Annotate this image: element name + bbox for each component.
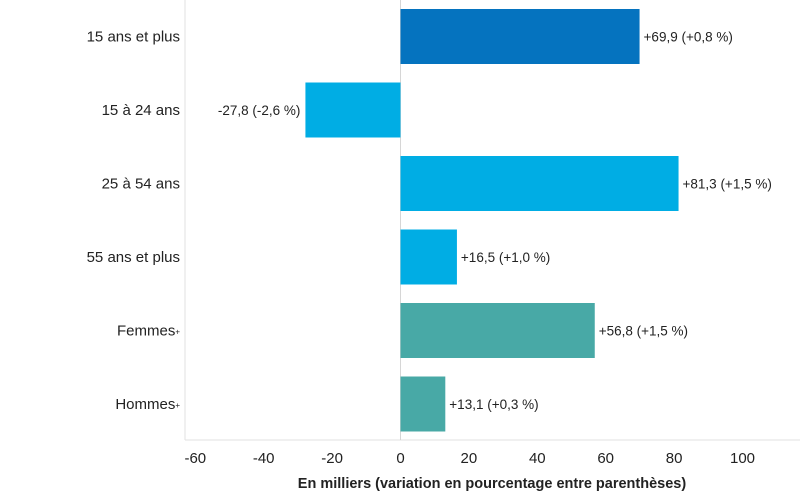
- data-label: +81,3 (+1,5 %): [683, 177, 772, 192]
- bar: [400, 229, 457, 285]
- data-label: +13,1 (+0,3 %): [449, 397, 538, 412]
- category-label: Hommes+: [115, 396, 180, 413]
- data-label: +16,5 (+1,0 %): [461, 250, 550, 265]
- data-label: +69,9 (+0,8 %): [644, 30, 733, 45]
- x-tick-label: 20: [461, 450, 478, 467]
- category-label: 25 à 54 ans: [102, 176, 180, 193]
- data-label: +56,8 (+1,5 %): [599, 324, 688, 339]
- data-label: -27,8 (-2,6 %): [218, 103, 301, 118]
- bar: [400, 9, 640, 64]
- category-label: 15 à 24 ans: [102, 102, 180, 119]
- x-tick-label: -20: [321, 450, 343, 467]
- x-tick-label: 60: [597, 450, 614, 467]
- category-superscript: +: [175, 328, 180, 337]
- x-tick-label: -40: [253, 450, 275, 467]
- x-tick-label: 40: [529, 450, 546, 467]
- x-tick-label: 80: [666, 450, 683, 467]
- x-axis-title: En milliers (variation en pourcentage en…: [298, 476, 687, 492]
- category-label: 15 ans et plus: [87, 29, 180, 46]
- category-label: Femmes+: [117, 323, 180, 340]
- category-superscript: +: [175, 401, 180, 410]
- bar: [305, 82, 401, 138]
- bar: [400, 376, 446, 432]
- bar: [400, 303, 595, 358]
- plot-area: 15 ans et plus +69,9 (+0,8 %) 15 à 24 ans -…: [87, 0, 800, 467]
- bar: [400, 156, 679, 211]
- x-tick-label: 100: [730, 450, 755, 467]
- category-label: 55 ans et plus: [87, 249, 180, 266]
- x-tick-label: -60: [184, 450, 206, 467]
- x-tick-label: 0: [396, 450, 404, 467]
